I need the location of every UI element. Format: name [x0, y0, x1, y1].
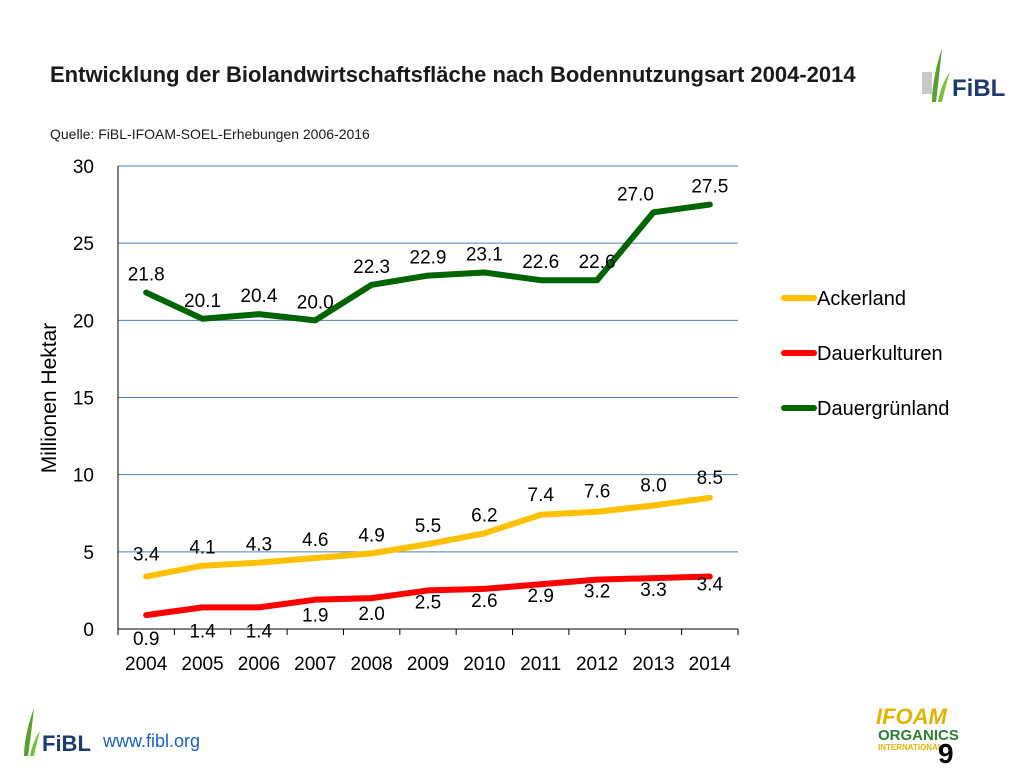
fibl-leaf-icon [932, 48, 942, 102]
y-tick-label: 25 [73, 234, 94, 255]
footer-url-link[interactable]: www.fibl.org [103, 731, 201, 751]
y-tick-label: 20 [73, 311, 94, 332]
data-label: 20.4 [240, 286, 277, 307]
x-tick-label: 2012 [576, 654, 618, 675]
series-line-dauerkulturen [143, 573, 713, 619]
ifoam-logo-text: IFOAM [876, 704, 948, 729]
y-axis-label: Millionen Hektar [38, 323, 61, 474]
data-label: 5.5 [415, 516, 441, 537]
fibl-logo-top: FiBL [922, 48, 1005, 102]
data-label: 4.6 [302, 530, 328, 551]
x-tick-label: 2014 [689, 654, 732, 675]
chart-source: Quelle: FiBL-IFOAM-SOEL-Erhebungen 2006-… [50, 126, 370, 142]
data-label: 2.6 [471, 591, 497, 612]
x-tick-label: 2004 [125, 654, 168, 675]
y-tick-label: 5 [83, 543, 94, 564]
data-label: 22.6 [579, 252, 616, 273]
fibl-logo-text: FiBL [42, 731, 91, 756]
data-label: 27.5 [691, 177, 728, 198]
data-label: 27.0 [617, 184, 654, 205]
data-label: 4.3 [246, 535, 272, 556]
fibl-logo-text: FiBL [952, 75, 1005, 102]
y-tick-label: 30 [73, 157, 94, 178]
x-tick-label: 2013 [632, 654, 674, 675]
y-tick-label: 15 [73, 389, 94, 410]
legend-label: Dauergrünland [817, 398, 949, 420]
data-label: 1.4 [189, 621, 216, 642]
data-label: 3.2 [584, 582, 610, 603]
data-label: 7.4 [528, 485, 555, 506]
grid-layer [118, 165, 738, 553]
data-label: 3.4 [697, 575, 724, 596]
fibl-logo-shadow [922, 72, 932, 94]
data-label: 22.3 [353, 257, 390, 278]
data-label: 21.8 [128, 265, 165, 286]
data-label: 2.5 [415, 592, 441, 613]
legend: Ackerland Dauerkulturen Dauergrünland [781, 288, 949, 420]
x-tick-label: 2011 [520, 654, 561, 675]
x-tick-label: 2008 [350, 654, 392, 675]
fibl-leaf-icon [24, 708, 34, 756]
data-label: 7.6 [584, 482, 610, 503]
fibl-leaf-small-icon [938, 72, 950, 102]
fibl-leaf-small-icon [30, 731, 40, 756]
series-line-ackerland [143, 494, 713, 580]
fibl-logo-bottom: FiBL [24, 708, 91, 756]
y-tick-label: 0 [83, 620, 94, 641]
x-tick-label: 2010 [463, 654, 505, 675]
legend-label: Ackerland [817, 288, 906, 310]
ifoam-international-text: INTERNATIONAL [878, 743, 943, 752]
line-chart: 0 5 10 15 20 25 30 2004 2005 2006 2007 2008 2009 2010… [38, 157, 949, 675]
data-label: 1.9 [302, 606, 328, 627]
x-tick-label: 2006 [238, 654, 280, 675]
x-tick-label: 2005 [181, 654, 223, 675]
legend-label: Dauerkulturen [817, 343, 943, 365]
axis-layer: 0 5 10 15 20 25 30 2004 2005 2006 2007 2008 2009 2010… [73, 157, 739, 675]
data-label: 0.9 [133, 629, 159, 650]
data-label: 8.5 [697, 468, 723, 489]
x-tick-label: 2007 [294, 654, 336, 675]
x-tick-label: 2009 [407, 654, 449, 675]
data-label: 4.1 [189, 538, 215, 559]
data-label-layer: 3.4 4.1 4.3 4.6 4.9 5.5 6.2 7.4 7.6 8.0 8.5 0.9 1.4 1… [128, 177, 729, 651]
data-label: 2.9 [528, 586, 554, 607]
data-label: 20.0 [297, 292, 334, 313]
data-label: 6.2 [471, 505, 497, 526]
data-label: 4.9 [358, 525, 384, 546]
data-label: 22.9 [410, 248, 447, 269]
ifoam-organics-text: ORGANICS [878, 727, 959, 744]
data-label: 3.3 [640, 580, 666, 601]
data-label: 3.4 [133, 545, 160, 566]
data-label: 22.6 [522, 252, 559, 273]
series-line-dauergr-nland [143, 201, 713, 324]
data-label: 8.0 [640, 476, 666, 497]
data-label: 20.1 [184, 291, 221, 312]
y-tick-label: 10 [73, 466, 94, 487]
ifoam-logo: IFOAM ORGANICS INTERNATIONAL [876, 704, 959, 752]
series-layer [143, 201, 713, 619]
data-label: 23.1 [466, 244, 503, 265]
page-number: 9 [938, 738, 954, 769]
data-label: 2.0 [358, 604, 384, 625]
chart-title: Entwicklung der Biolandwirtschaftsfläche… [50, 62, 856, 87]
data-label: 1.4 [246, 621, 273, 642]
